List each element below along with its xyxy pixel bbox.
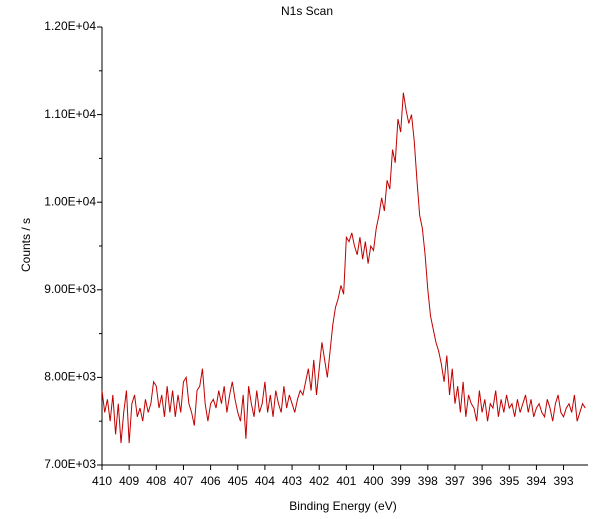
x-tick-label: 401 [336, 474, 356, 488]
x-tick-label: 403 [282, 474, 302, 488]
x-tick-label: 404 [255, 474, 275, 488]
x-tick-label: 397 [445, 474, 465, 488]
y-axis-label: Counts / s [19, 218, 33, 272]
x-tick-label: 405 [228, 474, 248, 488]
chart-title: N1s Scan [281, 4, 333, 18]
x-tick-label: 400 [363, 474, 383, 488]
x-axis-label: Binding Energy (eV) [289, 499, 396, 513]
y-tick-label: 1.20E+04 [44, 19, 96, 33]
x-tick-label: 393 [554, 474, 574, 488]
x-tick-label: 410 [92, 474, 112, 488]
y-tick-label: 1.00E+04 [44, 194, 96, 208]
y-tick-label: 8.00E+03 [44, 370, 96, 384]
x-tick-label: 408 [146, 474, 166, 488]
x-tick-label: 398 [418, 474, 438, 488]
x-tick-label: 409 [119, 474, 139, 488]
y-tick-label: 1.10E+04 [44, 107, 96, 121]
x-tick-label: 402 [309, 474, 329, 488]
data-line [101, 92, 586, 444]
x-tick-label: 395 [499, 474, 519, 488]
x-tick-label: 399 [391, 474, 411, 488]
x-tick-label: 396 [472, 474, 492, 488]
x-tick-label: 394 [526, 474, 546, 488]
x-tick-label: 406 [201, 474, 221, 488]
y-tick-label: 7.00E+03 [44, 457, 96, 471]
x-tick-label: 407 [173, 474, 193, 488]
y-tick-label: 9.00E+03 [44, 282, 96, 296]
